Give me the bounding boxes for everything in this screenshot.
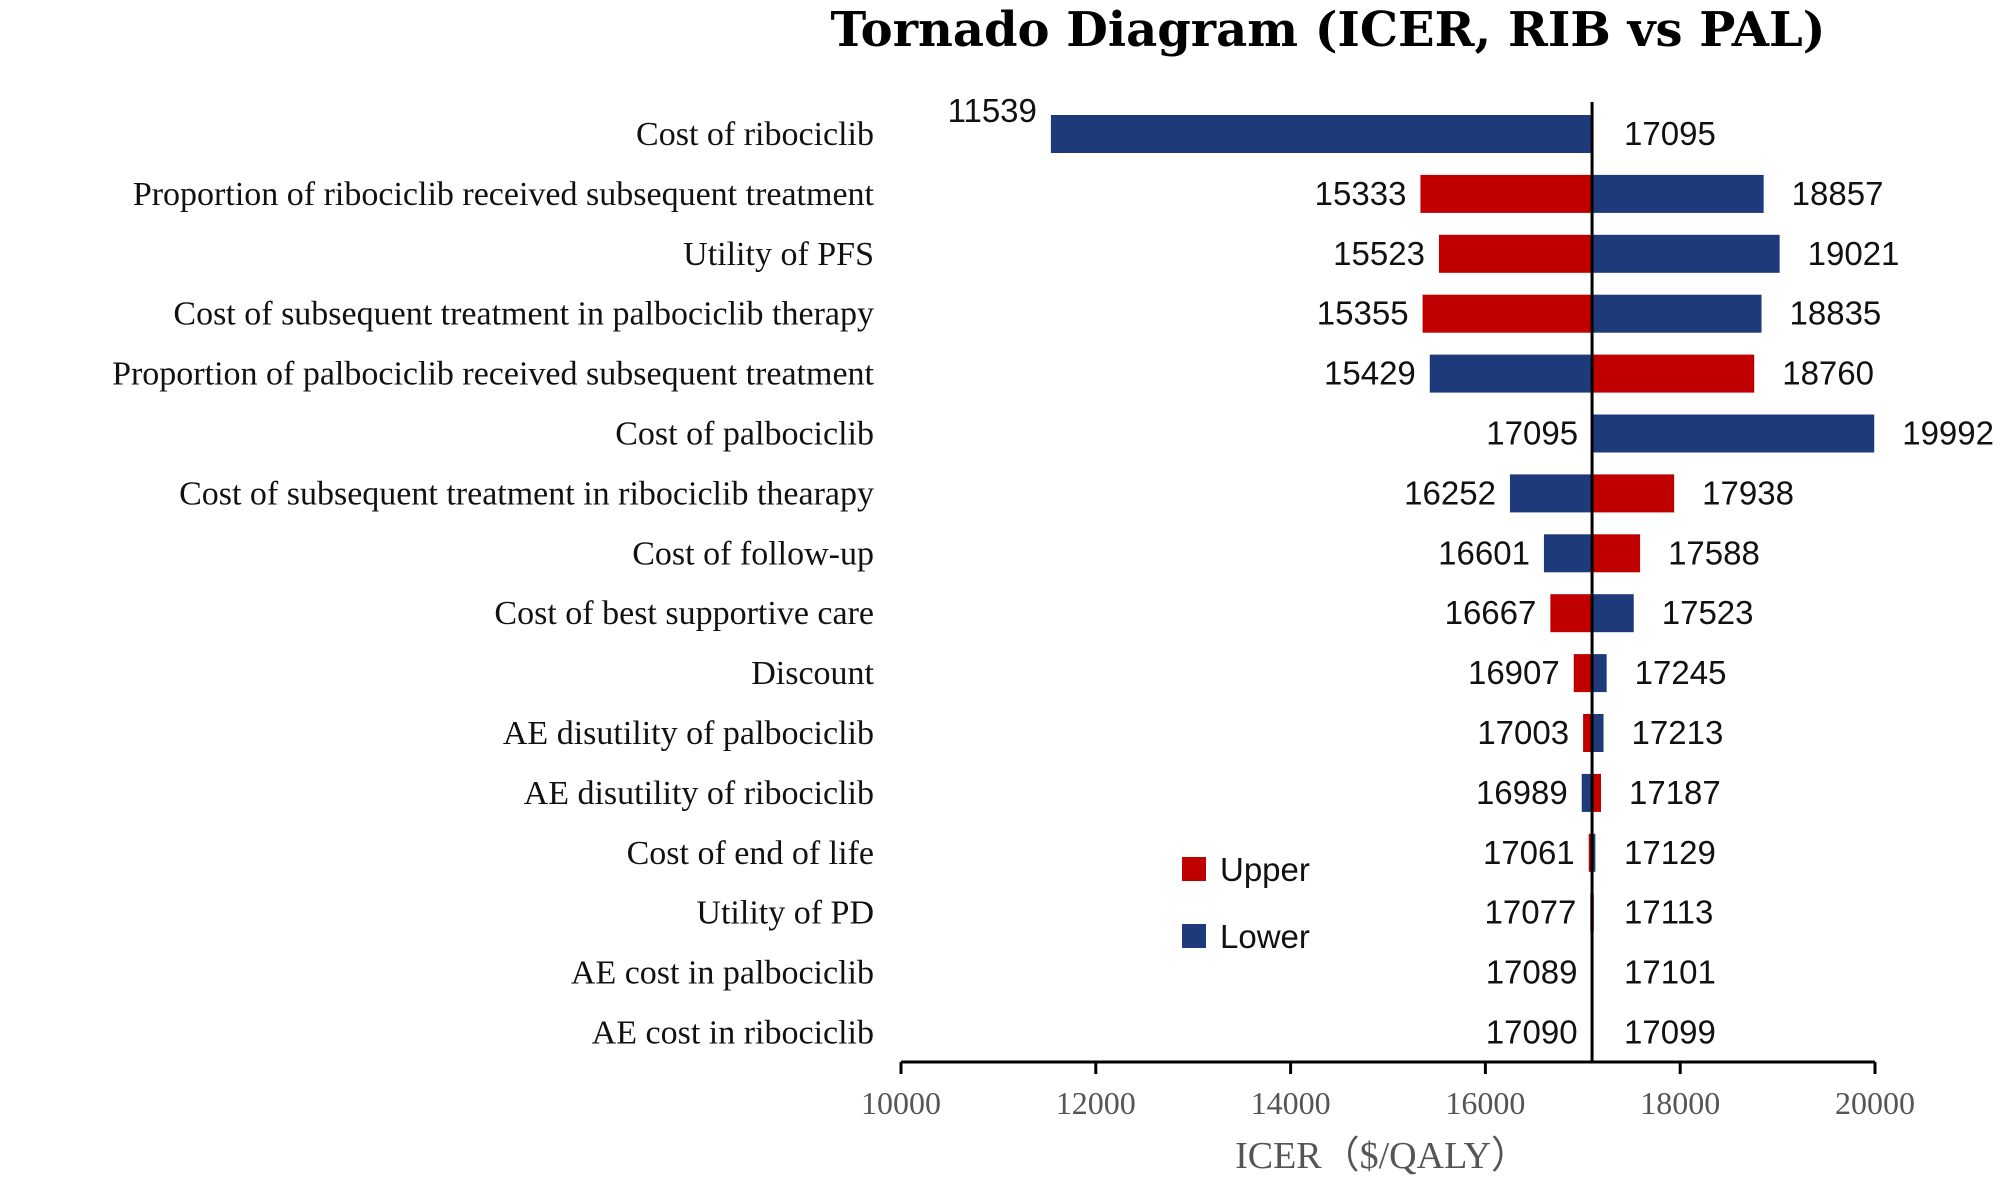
- value-label-right: 18835: [1790, 295, 1882, 332]
- bar-right-lower: [1592, 294, 1762, 333]
- value-label-right: 17095: [1624, 115, 1716, 152]
- value-label-right: 17099: [1624, 1014, 1716, 1051]
- x-axis: 10000 12000 14000 16000 18000 20000: [861, 1060, 1915, 1121]
- bar-right-upper: [1592, 773, 1602, 812]
- bar-right-upper: [1592, 474, 1675, 513]
- value-label-left: 16907: [1468, 654, 1560, 691]
- parameter-label: AE cost in ribociclib: [592, 1015, 874, 1052]
- parameter-label: AE disutility of palbociclib: [503, 715, 874, 752]
- value-label-right: 17187: [1629, 774, 1721, 811]
- bar-left-upper: [1422, 294, 1593, 333]
- value-label-left: 17089: [1486, 954, 1578, 991]
- parameter-label: Utility of PFS: [683, 236, 874, 273]
- bar-left-lower: [1429, 354, 1593, 393]
- bar-left-upper: [1588, 833, 1593, 872]
- value-label-right: 19021: [1808, 235, 1900, 272]
- parameter-label: Cost of end of life: [627, 835, 874, 872]
- legend: Upper Lower: [1182, 851, 1310, 955]
- value-label-right: 19992: [1902, 415, 1994, 452]
- bar-left-upper: [1420, 174, 1593, 213]
- x-tick-label: 12000: [1056, 1085, 1136, 1121]
- value-label-right: 18760: [1782, 355, 1874, 392]
- legend-swatch-lower: [1182, 924, 1206, 948]
- value-label-left: 17061: [1483, 834, 1575, 871]
- value-label-left: 15523: [1333, 235, 1425, 272]
- parameter-label: AE cost in palbociclib: [571, 955, 874, 992]
- value-label-right: 17245: [1635, 654, 1727, 691]
- chart-title: Tornado Diagram (ICER, RIB vs PAL): [830, 2, 1825, 58]
- value-label-right: 17938: [1702, 474, 1794, 511]
- labels-layer: Cost of ribociclib 11539 17095 Proportion o…: [112, 92, 1994, 1052]
- parameter-label: Proportion of ribociclib received subseq…: [133, 176, 875, 213]
- bar-right-lower: [1592, 714, 1604, 752]
- parameter-label: Utility of PD: [696, 895, 874, 932]
- parameter-label: AE disutility of ribociclib: [524, 775, 874, 812]
- bar-right-lower: [1592, 174, 1764, 213]
- bar-left-upper: [1583, 714, 1593, 752]
- value-label-left: 17095: [1486, 415, 1578, 452]
- x-tick-label: 18000: [1640, 1085, 1720, 1121]
- value-label-left: 15429: [1324, 355, 1416, 392]
- x-axis-label: ICER（$/QALY）: [1235, 1135, 1529, 1177]
- parameter-label: Cost of best supportive care: [494, 595, 874, 632]
- legend-label-lower: Lower: [1220, 918, 1310, 955]
- parameter-label: Cost of ribociclib: [636, 116, 874, 153]
- x-tick-label: 16000: [1445, 1085, 1525, 1121]
- value-label-left: 15333: [1315, 175, 1407, 212]
- x-tick-label: 20000: [1835, 1085, 1915, 1121]
- bar-left-lower: [1509, 474, 1593, 513]
- value-label-left: 16989: [1476, 774, 1568, 811]
- parameter-label: Cost of follow-up: [632, 535, 874, 572]
- value-label-left: 16252: [1404, 474, 1496, 511]
- value-label-right: 17588: [1668, 534, 1760, 571]
- bar-left-lower: [1543, 534, 1593, 573]
- bar-right-lower: [1592, 414, 1875, 453]
- bar-right-lower: [1592, 654, 1607, 693]
- bar-right-lower: [1592, 234, 1780, 273]
- parameter-label: Cost of palbociclib: [615, 416, 874, 453]
- value-label-left: 17077: [1485, 894, 1577, 931]
- bar-right-lower: [1592, 594, 1634, 633]
- parameter-label: Cost of subsequent treatment in palbocic…: [173, 296, 874, 333]
- x-tick-label: 10000: [861, 1085, 941, 1121]
- value-label-left: 16667: [1445, 594, 1537, 631]
- value-label-right: 17213: [1632, 714, 1724, 751]
- value-label-right: 18857: [1792, 175, 1884, 212]
- bar-left-upper: [1438, 234, 1593, 273]
- bar-left-lower: [1581, 773, 1593, 812]
- bars-layer: [1050, 102, 1875, 1062]
- bar-left-lower: [1050, 115, 1593, 153]
- parameter-label: Discount: [751, 655, 874, 692]
- legend-label-upper: Upper: [1220, 851, 1310, 888]
- value-label-right: 17101: [1624, 954, 1716, 991]
- value-label-left: 11539: [948, 92, 1037, 129]
- bar-left-upper: [1573, 654, 1593, 693]
- value-label-right: 17523: [1662, 594, 1754, 631]
- legend-swatch-upper: [1182, 857, 1206, 881]
- bar-right-lower: [1592, 833, 1596, 872]
- bar-right-upper: [1592, 354, 1755, 393]
- value-label-left: 15355: [1317, 295, 1409, 332]
- value-label-left: 17090: [1486, 1014, 1578, 1051]
- bar-right-upper: [1592, 534, 1641, 573]
- value-label-left: 17003: [1477, 714, 1569, 751]
- parameter-label: Proportion of palbociclib received subse…: [112, 356, 874, 393]
- value-label-right: 17129: [1624, 834, 1716, 871]
- value-label-right: 17113: [1624, 894, 1713, 931]
- value-label-left: 16601: [1438, 534, 1530, 571]
- parameter-label: Cost of subsequent treatment in ribocicl…: [179, 475, 874, 512]
- bar-left-upper: [1550, 594, 1593, 633]
- x-tick-label: 14000: [1251, 1085, 1331, 1121]
